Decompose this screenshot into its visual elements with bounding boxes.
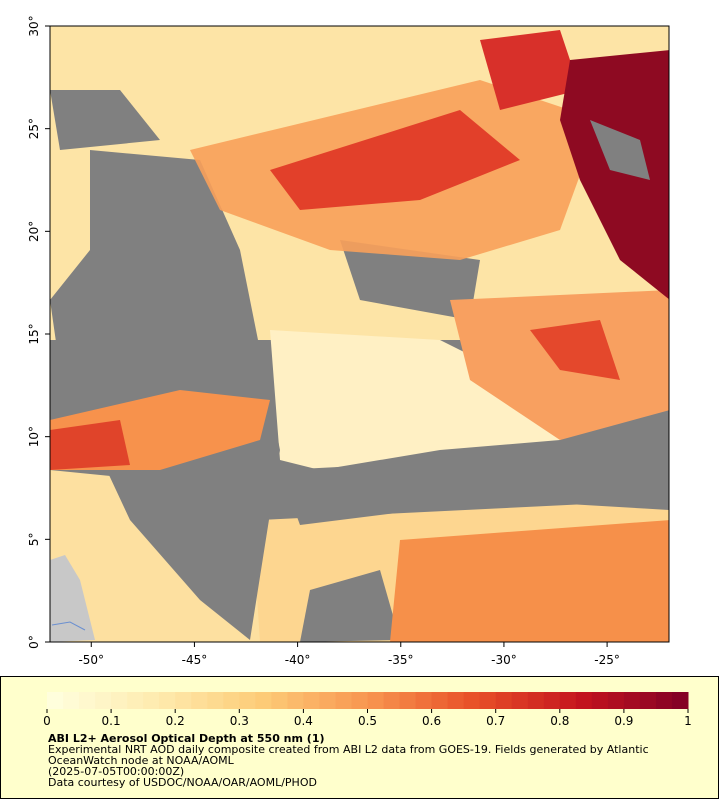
colorbar-step — [143, 692, 160, 709]
colorbar-step — [639, 692, 657, 709]
x-tick-label: -35° — [388, 653, 414, 667]
colorbar-step — [671, 692, 689, 709]
aod-raster — [50, 26, 669, 642]
colorbar-step — [127, 692, 144, 709]
colorbar-step — [607, 692, 625, 709]
colorbar-step — [463, 692, 481, 709]
colorbar-step — [495, 692, 513, 709]
colorbar-tick-label: 0.7 — [486, 714, 505, 728]
caption-title: ABI L2+ Aerosol Optical Depth at 550 nm … — [48, 732, 325, 745]
colorbar-step — [191, 692, 208, 709]
y-tick-label: 15° — [27, 323, 41, 344]
colorbar-step — [575, 692, 593, 709]
colorbar-step — [207, 692, 224, 709]
colorbar-step — [271, 692, 288, 709]
colorbar-step — [479, 692, 497, 709]
colorbar-step — [223, 692, 240, 709]
colorbar-step — [287, 692, 304, 709]
y-tick-label: 0° — [27, 635, 41, 649]
colorbar-tick-label: 0.1 — [102, 714, 121, 728]
colorbar-tick-label: 0.5 — [358, 714, 377, 728]
colorbar-step — [95, 692, 112, 709]
colorbar-step — [111, 692, 128, 709]
colorbar-step — [367, 692, 385, 709]
x-tick-label: -40° — [285, 653, 311, 667]
colorbar-tick-label: 0 — [43, 714, 51, 728]
colorbar-step — [431, 692, 449, 709]
colorbar-tick-label: 0.9 — [614, 714, 633, 728]
x-tick-label: -50° — [78, 653, 104, 667]
colorbar-step — [303, 692, 320, 709]
caption-line: Data courtesy of USDOC/NOAA/OAR/AOML/PHO… — [48, 776, 317, 789]
colorbar-step — [559, 692, 577, 709]
y-tick-label: 20° — [27, 221, 41, 242]
x-tick-label: -45° — [182, 653, 208, 667]
colorbar-step — [527, 692, 545, 709]
x-tick-label: -30° — [491, 653, 517, 667]
colorbar-step — [623, 692, 641, 709]
colorbar-tick-label: 0.4 — [294, 714, 313, 728]
colorbar-step — [655, 692, 673, 709]
caption-line: Experimental NRT AOD daily composite cre… — [48, 743, 649, 756]
y-tick-label: 5° — [27, 533, 41, 547]
colorbar-step — [447, 692, 465, 709]
colorbar-step — [399, 692, 417, 709]
colorbar-step — [63, 692, 80, 709]
colorbar-step — [511, 692, 529, 709]
colorbar-tick-label: 0.8 — [550, 714, 569, 728]
caption-line: (2025-07-05T00:00:00Z) — [48, 765, 184, 778]
colorbar-step — [335, 692, 352, 709]
y-tick-label: 25° — [27, 118, 41, 139]
x-tick-label: -25° — [594, 653, 620, 667]
colorbar-step — [415, 692, 433, 709]
colorbar-step — [159, 692, 176, 709]
colorbar-step — [47, 692, 64, 709]
colorbar-step — [255, 692, 272, 709]
y-tick-label: 10° — [27, 426, 41, 447]
colorbar-tick-label: 1 — [684, 714, 692, 728]
colorbar-tick-label: 0.6 — [422, 714, 441, 728]
colorbar: 0 0.1 0.2 0.3 0.4 0.5 0.6 0.7 0.8 0.9 1 — [43, 692, 692, 728]
colorbar-step — [79, 692, 96, 709]
colorbar-step — [175, 692, 192, 709]
colorbar-tick-label: 0.3 — [230, 714, 249, 728]
colorbar-tick-label: 0.2 — [166, 714, 185, 728]
y-tick-label: 30° — [27, 15, 41, 36]
colorbar-step — [319, 692, 336, 709]
colorbar-step — [383, 692, 401, 709]
colorbar-step — [591, 692, 609, 709]
colorbar-step — [543, 692, 561, 709]
caption-line: OceanWatch node at NOAA/AOML — [48, 754, 235, 767]
colorbar-step — [239, 692, 256, 709]
colorbar-step — [351, 692, 368, 709]
